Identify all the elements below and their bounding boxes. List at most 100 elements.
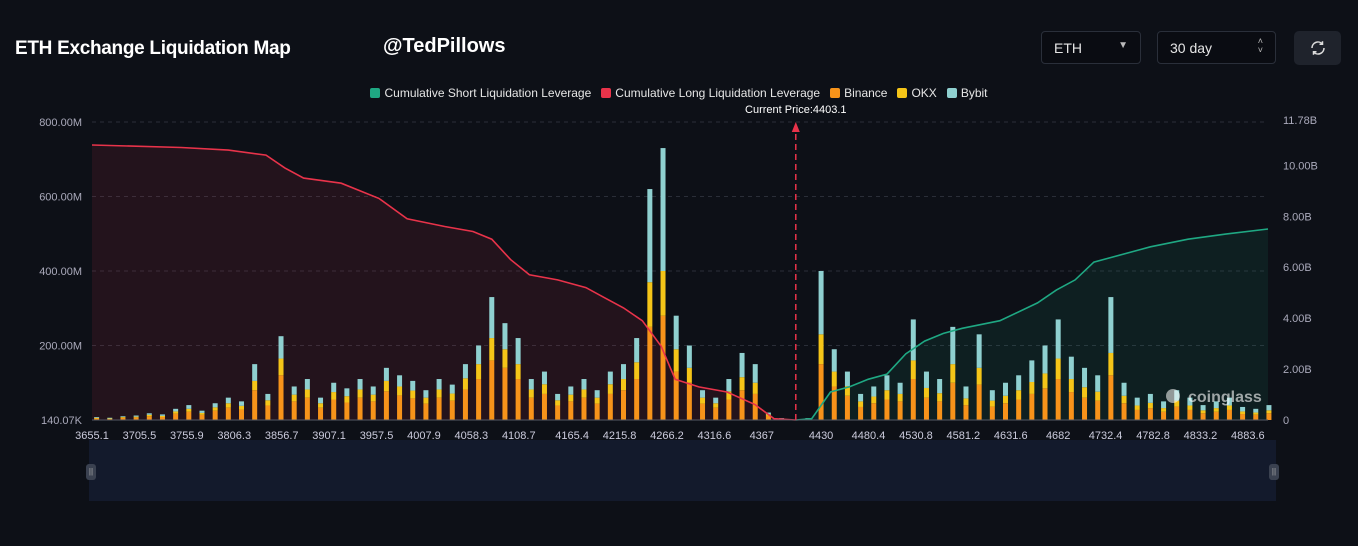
range-select-value: 30 day — [1170, 40, 1213, 56]
bar-bybit — [239, 401, 245, 406]
legend-swatch — [946, 88, 957, 98]
bar-okx — [278, 358, 284, 376]
bar-bybit — [146, 413, 152, 415]
bar-bybit — [818, 271, 824, 335]
bar-okx — [436, 389, 442, 398]
bar-binance — [897, 401, 903, 420]
x-tick-label: 4530.8 — [899, 430, 933, 442]
range-select[interactable]: 30 day ˄ ˅ — [1157, 31, 1276, 64]
bar-binance — [621, 390, 627, 420]
legend-label: OKX — [911, 86, 937, 100]
bar-okx — [1174, 400, 1180, 407]
legend-item[interactable]: Bybit — [946, 86, 988, 100]
bar-binance — [489, 360, 495, 420]
bar-okx — [923, 387, 929, 398]
bar-okx — [252, 380, 258, 391]
bar-okx — [713, 403, 719, 408]
legend-item[interactable]: OKX — [897, 86, 937, 100]
bar-okx — [910, 360, 916, 380]
bar-binance — [831, 386, 837, 420]
bar-binance — [515, 379, 521, 420]
bar-binance — [239, 409, 245, 420]
coinglass-watermark: coinglass — [1188, 389, 1262, 406]
refresh-icon — [1310, 41, 1325, 55]
bar-binance — [765, 415, 771, 420]
bar-okx — [989, 400, 995, 407]
chart-legend: Cumulative Short Liquidation Leverage Cum… — [0, 86, 1358, 100]
bar-okx — [159, 415, 165, 418]
bar-binance — [963, 405, 969, 420]
bar-bybit — [528, 379, 534, 390]
bar-bybit — [963, 386, 969, 399]
bar-binance — [1068, 392, 1074, 420]
bar-bybit — [647, 189, 653, 283]
coin-select[interactable]: ETH ▼ — [1041, 31, 1141, 64]
bar-okx — [515, 364, 521, 380]
bar-okx — [476, 364, 482, 380]
bar-binance — [370, 401, 376, 420]
bar-bybit — [133, 415, 139, 417]
legend-item[interactable]: Binance — [830, 86, 887, 100]
x-tick-label: 4631.6 — [994, 430, 1028, 442]
bar-binance — [607, 393, 613, 420]
bar-okx — [304, 389, 310, 398]
bar-binance — [1055, 379, 1061, 420]
bar-okx — [897, 393, 903, 402]
x-tick-label: 4480.4 — [852, 430, 886, 442]
coinglass-logo-icon — [1166, 389, 1180, 403]
bar-okx — [1240, 411, 1246, 415]
bar-binance — [476, 379, 482, 420]
bar-binance — [910, 379, 916, 420]
chevron-down-icon: ▼ — [1118, 40, 1128, 51]
bar-okx — [555, 400, 561, 406]
x-tick-label: 4108.7 — [502, 430, 536, 442]
bar-okx — [107, 418, 113, 420]
legend-item[interactable]: Cumulative Short Liquidation Leverage — [370, 86, 591, 100]
bar-bybit — [739, 352, 745, 378]
legend-item[interactable]: Cumulative Long Liquidation Leverage — [601, 86, 820, 100]
x-tick-label: 4058.3 — [455, 430, 489, 442]
bar-bybit — [1240, 406, 1246, 412]
bar-okx — [489, 338, 495, 361]
bar-bybit — [397, 375, 403, 387]
bar-okx — [976, 367, 982, 385]
bar-okx — [726, 391, 732, 400]
x-tick-label: 4430 — [809, 430, 833, 442]
bar-okx — [1029, 382, 1035, 394]
legend-swatch — [830, 88, 841, 98]
bar-binance — [344, 402, 350, 420]
bar-binance — [1200, 413, 1206, 420]
bar-okx — [186, 408, 192, 412]
bar-bybit — [1095, 375, 1101, 392]
y-right-tick-label: 0 — [1283, 415, 1289, 427]
range-slider[interactable] — [89, 440, 1276, 501]
legend-swatch — [370, 88, 381, 98]
bar-binance — [462, 389, 468, 420]
legend-label: Cumulative Short Liquidation Leverage — [384, 86, 592, 100]
bar-okx — [1161, 408, 1167, 412]
slider-left-handle[interactable]: || — [86, 464, 96, 480]
y-left-tick-label: 140.07K — [41, 415, 83, 427]
bar-binance — [357, 397, 363, 420]
bar-bybit — [476, 345, 482, 365]
legend-label: Binance — [844, 86, 888, 100]
bar-binance — [1029, 393, 1035, 420]
bar-okx — [173, 411, 179, 414]
bar-binance — [923, 397, 929, 420]
slider-right-handle[interactable]: || — [1269, 464, 1279, 480]
bar-binance — [120, 417, 126, 420]
bar-bybit — [318, 397, 324, 404]
x-tick-label: 4682 — [1046, 430, 1070, 442]
bar-bybit — [844, 371, 850, 387]
x-tick-label: 3806.3 — [217, 430, 251, 442]
bar-binance — [950, 382, 956, 420]
bar-bybit — [1200, 405, 1206, 411]
bar-binance — [225, 407, 231, 420]
refresh-button[interactable] — [1294, 31, 1341, 65]
bar-okx — [318, 403, 324, 408]
bar-okx — [950, 364, 956, 383]
bar-okx — [541, 384, 547, 394]
bar-okx — [621, 379, 627, 391]
bar-okx — [686, 367, 692, 383]
bar-okx — [1253, 412, 1259, 415]
